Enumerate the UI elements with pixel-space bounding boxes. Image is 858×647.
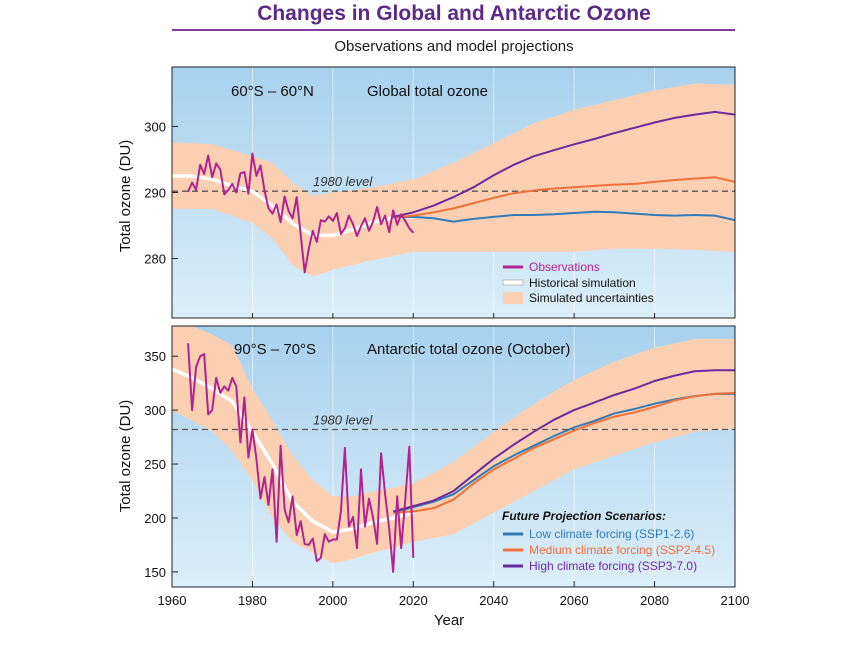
x-tick-label: 2100 — [721, 593, 750, 608]
y-tick-label: 150 — [144, 565, 166, 580]
y-tick-label: 300 — [144, 119, 166, 134]
global-panel-subtitle: Global total ozone — [367, 83, 488, 100]
legend-historical-label: Historical simulation — [529, 276, 636, 290]
global-legend: Observations Historical simulation Simul… — [502, 260, 654, 305]
global-y-axis: 280 290 300 — [144, 119, 736, 318]
global-ozone-panel: 280 290 300 60°S – 60°N Global total ozone… — [117, 66, 736, 319]
antarctic-panel-frame — [171, 325, 736, 588]
global-reference-label: 1980 level — [313, 174, 373, 189]
x-tick-label: 2000 — [318, 593, 347, 608]
scenario-legend-heading: Future Projection Scenarios: — [502, 509, 666, 523]
y-tick-label: 250 — [144, 457, 166, 472]
global-medium-forcing-line — [393, 176, 735, 219]
x-tick-label: 2060 — [560, 593, 589, 608]
legend-observations-label: Observations — [529, 260, 600, 274]
antarctic-medium-forcing-line — [393, 391, 735, 514]
x-tick-label: 1980 — [238, 593, 267, 608]
antarctic-y-axis: 150 200 250 300 350 — [144, 349, 178, 580]
antarctic-ozone-panel: 150 200 250 300 350 1960 1980 2000 2020 2040 2060… — [117, 325, 750, 629]
y-tick-label: 300 — [144, 403, 166, 418]
global-high-forcing-line — [392, 110, 735, 218]
global-region-label: 60°S – 60°N — [231, 83, 314, 100]
x-axis-label: Year — [434, 612, 464, 629]
figure-subtitle: Observations and model projections — [334, 38, 573, 55]
x-tick-label: 2020 — [399, 593, 428, 608]
antarctic-panel-subtitle: Antarctic total ozone (October) — [367, 341, 570, 358]
antarctic-y-axis-label: Total ozone (DU) — [117, 400, 134, 513]
antarctic-observations-line — [187, 343, 415, 573]
global-uncertainty-band — [172, 83, 735, 277]
x-tick-label: 2040 — [479, 593, 508, 608]
y-tick-label: 350 — [144, 349, 166, 364]
legend-uncertainty-label: Simulated uncertainties — [529, 291, 654, 305]
scenario-legend: Future Projection Scenarios: Low climate… — [502, 509, 715, 573]
antarctic-region-label: 90°S – 70°S — [234, 341, 316, 358]
y-tick-label: 200 — [144, 511, 166, 526]
x-tick-label: 2080 — [640, 593, 669, 608]
legend-uncertainty-swatch — [503, 292, 523, 304]
figure-title: Changes in Global and Antarctic Ozone — [257, 2, 651, 25]
legend-high-label: High climate forcing (SSP3-7.0) — [529, 559, 697, 573]
global-y-axis-label: Total ozone (DU) — [117, 140, 134, 253]
y-tick-label: 290 — [144, 186, 166, 201]
x-axis: 1960 1980 2000 2020 2040 2060 2080 2100 — [158, 581, 750, 608]
y-tick-label: 280 — [144, 252, 166, 267]
antarctic-uncertainty-band — [172, 326, 735, 564]
global-observations-line — [187, 152, 415, 274]
legend-medium-label: Medium climate forcing (SSP2-4.5) — [529, 543, 715, 557]
x-tick-label: 1960 — [158, 593, 187, 608]
global-low-forcing-line — [393, 210, 735, 223]
legend-low-label: Low climate forcing (SSP1-2.6) — [529, 527, 694, 541]
antarctic-reference-label: 1980 level — [313, 413, 373, 428]
antarctic-high-forcing-line — [392, 369, 735, 513]
legend-historical-swatch — [502, 279, 524, 286]
